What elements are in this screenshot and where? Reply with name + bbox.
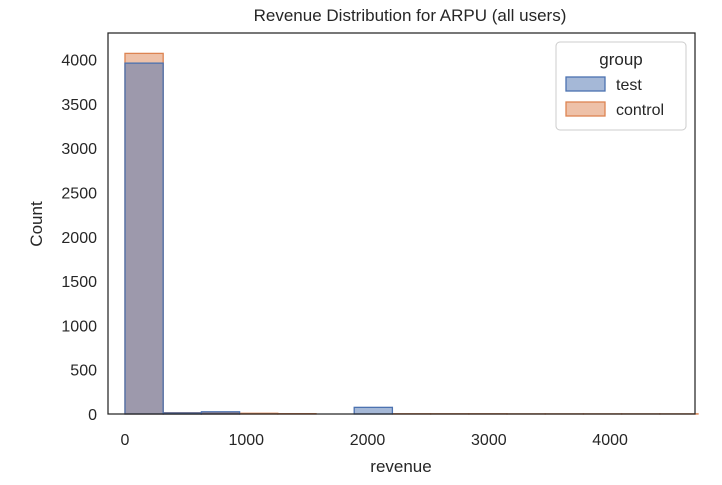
x-tick-label: 4000 — [592, 432, 628, 449]
y-tick-label: 1000 — [61, 318, 97, 335]
x-tick-label: 1000 — [228, 432, 264, 449]
legend-title: group — [599, 50, 642, 69]
chart-title: Revenue Distribution for ARPU (all users… — [254, 6, 567, 25]
y-tick-label: 3000 — [61, 141, 97, 158]
y-tick-label: 4000 — [61, 53, 97, 70]
y-tick-label: 500 — [70, 363, 97, 380]
plot-frame — [107, 32, 696, 415]
bar-test-3 — [353, 406, 394, 415]
y-tick-label: 2000 — [61, 230, 97, 247]
ticks-layer: 0 1000 2000 3000 4000 0 500 1000 1500 2000 2500 300… — [61, 53, 628, 449]
y-axis-label: Count — [27, 201, 46, 247]
legend-label-test: test — [616, 77, 642, 94]
y-tick-label: 0 — [88, 407, 97, 424]
y-tick-label: 3500 — [61, 97, 97, 114]
legend-swatch-test — [565, 76, 606, 92]
x-tick-label: 0 — [121, 432, 130, 449]
legend-label-control: control — [616, 102, 664, 119]
legend: group test control — [555, 41, 687, 131]
x-axis-label: revenue — [370, 457, 431, 476]
x-tick-label: 3000 — [471, 432, 507, 449]
legend-swatch-control — [565, 101, 606, 117]
y-tick-label: 2500 — [61, 185, 97, 202]
bar-test-0 — [124, 62, 164, 415]
y-tick-label: 1500 — [61, 274, 97, 291]
x-tick-label: 2000 — [350, 432, 386, 449]
